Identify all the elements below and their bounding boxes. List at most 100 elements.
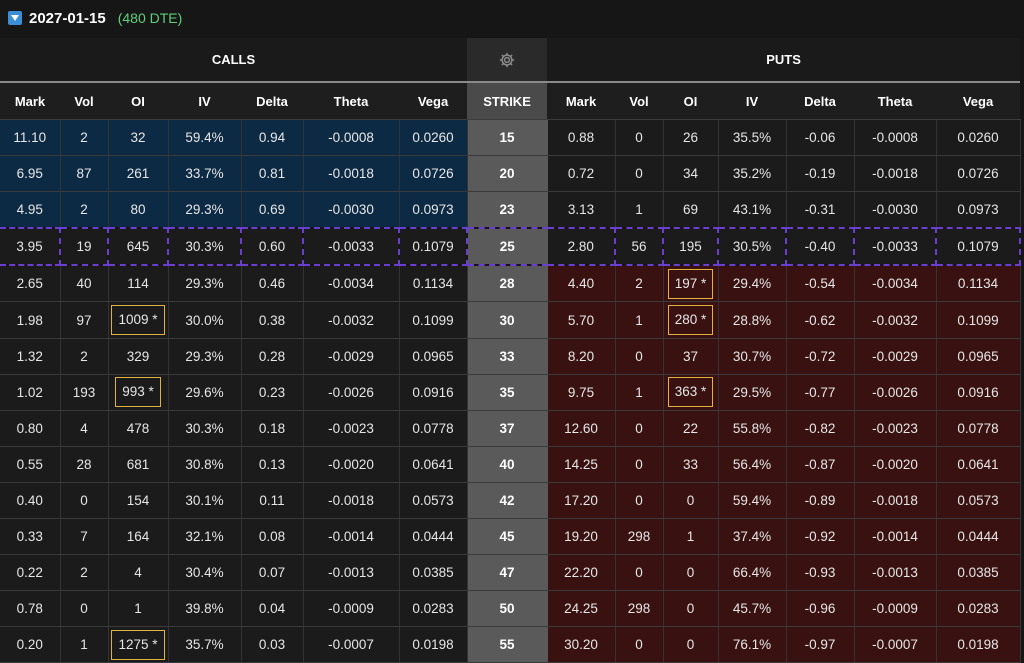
- call-delta-cell[interactable]: 0.23: [241, 374, 304, 411]
- call-delta-cell[interactable]: 0.07: [241, 554, 304, 592]
- strike-price-cell[interactable]: 45: [467, 518, 548, 556]
- call-theta-cell[interactable]: -0.0034: [303, 265, 400, 303]
- settings-button[interactable]: [467, 38, 548, 83]
- call-vega-cell[interactable]: 0.0916: [399, 374, 468, 411]
- call-theta-cell[interactable]: -0.0023: [303, 410, 400, 447]
- call-delta-cell[interactable]: 0.03: [241, 626, 304, 663]
- put-iv-cell[interactable]: 76.1%: [718, 626, 787, 663]
- put-vega-cell[interactable]: 0.0385: [936, 554, 1021, 592]
- strike-row[interactable]: 6.95 87 261 33.7% 0.81 -0.0018 0.0726 20 0.72 0 34…: [0, 155, 1021, 193]
- put-oi-cell[interactable]: 0: [663, 626, 719, 663]
- call-mark-cell[interactable]: 1.02: [0, 374, 61, 411]
- put-vega-cell[interactable]: 0.1134: [936, 265, 1021, 303]
- call-oi-cell[interactable]: 114: [108, 265, 169, 303]
- call-delta-cell[interactable]: 0.81: [241, 155, 304, 193]
- put-mark-cell[interactable]: 22.20: [547, 554, 616, 592]
- put-mark-cell[interactable]: 12.60: [547, 410, 616, 447]
- collapse-toggle-icon[interactable]: [8, 11, 22, 25]
- call-oi-cell[interactable]: 261: [108, 155, 169, 193]
- strike-row[interactable]: 0.55 28 681 30.8% 0.13 -0.0020 0.0641 40 14.25 0 3…: [0, 446, 1021, 483]
- call-oi-cell[interactable]: 645: [108, 227, 169, 267]
- put-delta-cell[interactable]: -0.93: [786, 554, 855, 592]
- put-delta-cell[interactable]: -0.87: [786, 446, 855, 483]
- put-mark-cell[interactable]: 14.25: [547, 446, 616, 483]
- put-vega-cell[interactable]: 0.0260: [936, 119, 1021, 157]
- call-oi-cell[interactable]: 1: [108, 590, 169, 628]
- put-vega-cell[interactable]: 0.0965: [936, 338, 1021, 375]
- call-oi-cell[interactable]: 1275 *: [108, 626, 169, 663]
- put-vega-cell[interactable]: 0.0641: [936, 446, 1021, 483]
- put-vega-cell[interactable]: 0.0726: [936, 155, 1021, 193]
- put-vega-cell[interactable]: 0.0198: [936, 626, 1021, 663]
- call-theta-cell[interactable]: -0.0007: [303, 626, 400, 663]
- put-col-header-theta[interactable]: Theta: [854, 82, 937, 120]
- strike-price-cell[interactable]: 30: [467, 301, 548, 339]
- put-oi-cell[interactable]: 37: [663, 338, 719, 375]
- put-theta-cell[interactable]: -0.0033: [854, 227, 938, 267]
- put-vol-cell[interactable]: 298: [615, 518, 664, 556]
- put-theta-cell[interactable]: -0.0009: [854, 590, 937, 628]
- call-vega-cell[interactable]: 0.1099: [399, 301, 468, 339]
- put-theta-cell[interactable]: -0.0018: [854, 482, 937, 520]
- put-iv-cell[interactable]: 55.8%: [718, 410, 787, 447]
- put-vol-cell[interactable]: 1: [615, 374, 664, 411]
- put-vega-cell[interactable]: 0.0573: [936, 482, 1021, 520]
- call-iv-cell[interactable]: 30.3%: [168, 227, 242, 267]
- put-vol-cell[interactable]: 0: [615, 554, 664, 592]
- put-theta-cell[interactable]: -0.0014: [854, 518, 937, 556]
- call-delta-cell[interactable]: 0.46: [241, 265, 304, 303]
- put-oi-cell[interactable]: 26: [663, 119, 719, 157]
- call-iv-cell[interactable]: 30.4%: [168, 554, 242, 592]
- put-iv-cell[interactable]: 30.5%: [718, 227, 788, 267]
- strike-price-cell[interactable]: 50: [467, 590, 548, 628]
- strike-price-cell[interactable]: 23: [467, 191, 548, 229]
- put-vega-cell[interactable]: 0.0916: [936, 374, 1021, 411]
- strike-row[interactable]: 0.78 0 1 39.8% 0.04 -0.0009 0.0283 50 24.25 298 0 4…: [0, 590, 1021, 628]
- put-iv-cell[interactable]: 37.4%: [718, 518, 787, 556]
- strike-row[interactable]: 11.10 2 32 59.4% 0.94 -0.0008 0.0260 15 0.88 0 26 3…: [0, 119, 1021, 157]
- call-vega-cell[interactable]: 0.0260: [399, 119, 468, 157]
- call-iv-cell[interactable]: 30.1%: [168, 482, 242, 520]
- call-vol-cell[interactable]: 97: [60, 301, 109, 339]
- strike-row[interactable]: 1.98 97 1009 * 30.0% 0.38 -0.0032 0.1099 30 5.70…: [0, 301, 1021, 339]
- put-vega-cell[interactable]: 0.0973: [936, 191, 1021, 229]
- put-iv-cell[interactable]: 35.2%: [718, 155, 787, 193]
- call-mark-cell[interactable]: 4.95: [0, 191, 61, 229]
- strike-row[interactable]: 0.20 1 1275 * 35.7% 0.03 -0.0007 0.0198 55 30.20…: [0, 626, 1021, 663]
- strike-row[interactable]: 1.32 2 329 29.3% 0.28 -0.0029 0.0965 33 8.20 0 37 3…: [0, 338, 1021, 375]
- call-theta-cell[interactable]: -0.0026: [303, 374, 400, 411]
- put-oi-cell[interactable]: 33: [663, 446, 719, 483]
- put-oi-cell[interactable]: 0: [663, 590, 719, 628]
- call-vega-cell[interactable]: 0.1079: [399, 227, 469, 267]
- call-iv-cell[interactable]: 59.4%: [168, 119, 242, 157]
- call-oi-cell[interactable]: 478: [108, 410, 169, 447]
- put-delta-cell[interactable]: -0.97: [786, 626, 855, 663]
- call-theta-cell[interactable]: -0.0008: [303, 119, 400, 157]
- put-vega-cell[interactable]: 0.0778: [936, 410, 1021, 447]
- put-theta-cell[interactable]: -0.0013: [854, 554, 937, 592]
- strike-row[interactable]: 1.02 193 993 * 29.6% 0.23 -0.0026 0.0916 35 9.75…: [0, 374, 1021, 411]
- put-theta-cell[interactable]: -0.0034: [854, 265, 937, 303]
- strike-row[interactable]: 0.80 4 478 30.3% 0.18 -0.0023 0.0778 37 12.60 0 22…: [0, 410, 1021, 447]
- call-vol-cell[interactable]: 0: [60, 482, 109, 520]
- call-mark-cell[interactable]: 0.20: [0, 626, 61, 663]
- call-delta-cell[interactable]: 0.94: [241, 119, 304, 157]
- put-mark-cell[interactable]: 30.20: [547, 626, 616, 663]
- call-mark-cell[interactable]: 0.80: [0, 410, 61, 447]
- call-oi-cell[interactable]: 32: [108, 119, 169, 157]
- call-delta-cell[interactable]: 0.11: [241, 482, 304, 520]
- put-vega-cell[interactable]: 0.0444: [936, 518, 1021, 556]
- call-col-header-delta[interactable]: Delta: [241, 82, 303, 120]
- put-iv-cell[interactable]: 30.7%: [718, 338, 787, 375]
- strike-price-cell[interactable]: 33: [467, 338, 548, 375]
- call-mark-cell[interactable]: 0.55: [0, 446, 61, 483]
- call-mark-cell[interactable]: 0.22: [0, 554, 61, 592]
- strike-price-cell[interactable]: 28: [467, 265, 548, 303]
- call-iv-cell[interactable]: 35.7%: [168, 626, 242, 663]
- call-vega-cell[interactable]: 0.0385: [399, 554, 468, 592]
- call-delta-cell[interactable]: 0.13: [241, 446, 304, 483]
- call-col-header-theta[interactable]: Theta: [303, 82, 399, 120]
- put-oi-cell[interactable]: 22: [663, 410, 719, 447]
- put-oi-cell[interactable]: 0: [663, 554, 719, 592]
- call-iv-cell[interactable]: 32.1%: [168, 518, 242, 556]
